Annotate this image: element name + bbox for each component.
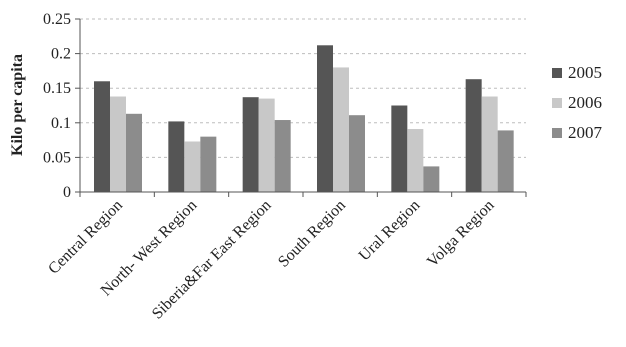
y-tick-label: 0.05 (43, 149, 71, 166)
category-label: South Region (275, 197, 349, 271)
y-tick-label: 0.1 (51, 115, 71, 132)
category-label: Volga Region (424, 197, 498, 271)
bar-2005 (317, 45, 333, 192)
bar-2007 (274, 120, 291, 192)
bar-2007 (126, 113, 142, 192)
bar-2006 (258, 98, 275, 192)
legend-label: 2007 (568, 123, 603, 142)
y-tick-label: 0.15 (43, 80, 71, 97)
bar-2005 (242, 97, 259, 192)
bar-2005 (391, 105, 408, 192)
bar-2007 (423, 166, 440, 192)
bar-2005 (465, 79, 482, 192)
bar-2005 (94, 81, 110, 192)
bar-2006 (110, 96, 126, 192)
bars (94, 45, 514, 192)
bar-2006 (481, 96, 498, 192)
category-label: Central Region (45, 197, 126, 278)
bar-2007 (200, 136, 217, 192)
bar-2006 (333, 67, 349, 192)
bar-2006 (407, 129, 424, 192)
bar-2006 (184, 141, 201, 192)
y-tick-label: 0 (63, 184, 71, 201)
y-tick-label: 0.2 (51, 46, 71, 63)
legend-label: 2006 (568, 93, 602, 112)
y-tick-labels: 0 0.05 0.1 0.15 0.2 0.25 (43, 11, 71, 201)
legend-label: 2005 (568, 63, 602, 82)
legend: 2005 2006 2007 (552, 63, 603, 142)
legend-swatch (552, 98, 562, 108)
bar-2005 (168, 121, 185, 192)
bar-2007 (497, 130, 514, 192)
y-tick-label: 0.25 (43, 11, 71, 28)
legend-swatch (552, 128, 562, 138)
category-label: Siberia&Far East Region (149, 197, 275, 323)
category-label: Ural Region (356, 197, 424, 265)
y-axis-label: Kilo per capita (9, 54, 26, 156)
bar-2007 (349, 115, 365, 192)
gridlines (80, 18, 526, 158)
axes (75, 18, 527, 197)
legend-swatch (552, 68, 562, 78)
